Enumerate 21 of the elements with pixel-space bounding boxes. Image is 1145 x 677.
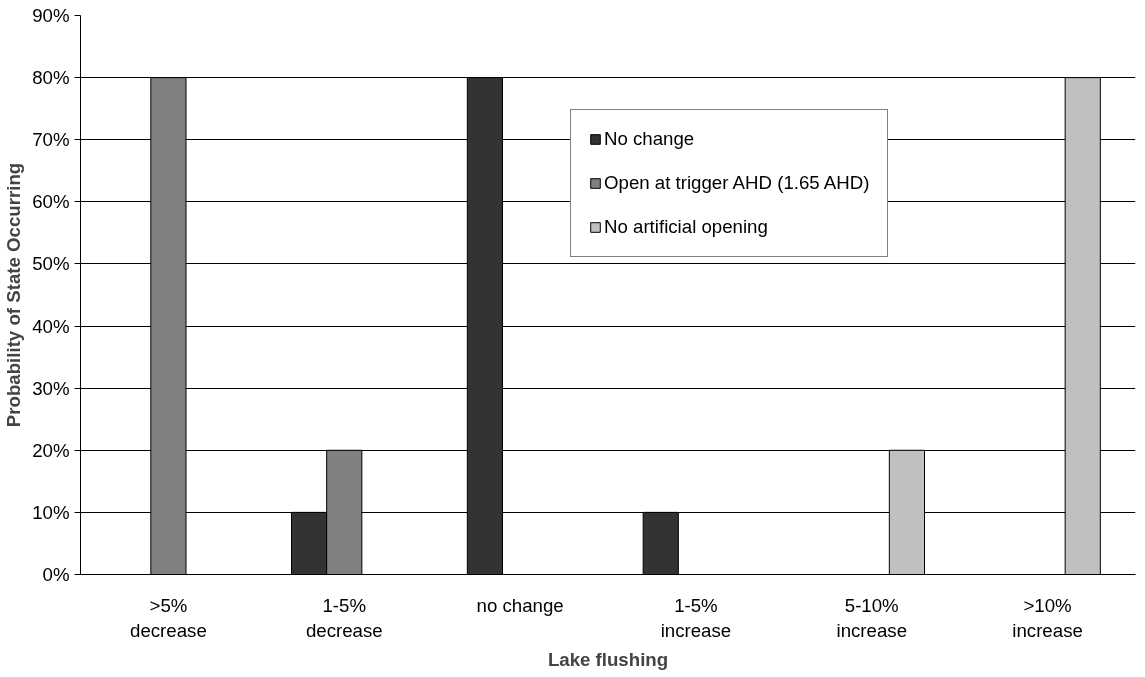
x-tick-label: no change (476, 594, 564, 616)
x-tick-label: 1-5% increase (660, 594, 732, 641)
x-tick-label: 5-10% increase (836, 594, 908, 641)
y-tick-label: 0% (42, 564, 70, 585)
y-tick-label: 80% (32, 67, 70, 89)
y-tick-label: 40% (32, 315, 70, 337)
y-tick-label: 60% (32, 191, 70, 213)
y-tick-label: 20% (32, 439, 70, 461)
y-tick-label: 90% (32, 5, 70, 26)
y-axis-title: Probability of State Occurring (3, 162, 25, 428)
legend-label: No artificial opening (604, 216, 768, 238)
legend-label: Open at trigger AHD (1.65 AHD) (604, 172, 870, 194)
y-tick-label: 70% (32, 129, 70, 151)
y-tick-label: 50% (32, 253, 70, 275)
legend-label: No change (604, 128, 695, 150)
x-tick-label: >5% decrease (130, 594, 207, 641)
y-tick-label: 30% (32, 377, 70, 399)
x-tick-label: >10% increase (1012, 594, 1083, 641)
x-tick-label: 1-5% decrease (305, 594, 383, 641)
y-tick-label: 10% (32, 501, 70, 523)
x-axis-title: Lake flushing (547, 648, 669, 670)
